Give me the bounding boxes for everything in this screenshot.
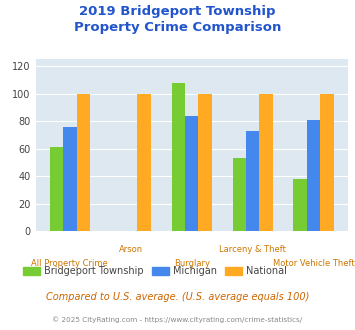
Bar: [137, 94, 151, 231]
Text: 2019 Bridgeport Township: 2019 Bridgeport Township: [79, 5, 276, 18]
Bar: [198, 94, 212, 231]
Bar: [294, 179, 307, 231]
Bar: [260, 94, 273, 231]
Legend: Bridgeport Township, Michigan, National: Bridgeport Township, Michigan, National: [19, 262, 291, 280]
Bar: [185, 116, 198, 231]
Text: Larceny & Theft: Larceny & Theft: [219, 245, 286, 254]
Bar: [77, 94, 90, 231]
Bar: [246, 131, 260, 231]
Text: Arson: Arson: [119, 245, 143, 254]
Text: Motor Vehicle Theft: Motor Vehicle Theft: [273, 259, 354, 268]
Bar: [307, 120, 320, 231]
Bar: [233, 158, 246, 231]
Bar: [171, 83, 185, 231]
Text: Compared to U.S. average. (U.S. average equals 100): Compared to U.S. average. (U.S. average …: [46, 292, 309, 302]
Text: All Property Crime: All Property Crime: [32, 259, 108, 268]
Text: Property Crime Comparison: Property Crime Comparison: [74, 21, 281, 34]
Text: Burglary: Burglary: [174, 259, 210, 268]
Bar: [50, 147, 63, 231]
Text: © 2025 CityRating.com - https://www.cityrating.com/crime-statistics/: © 2025 CityRating.com - https://www.city…: [53, 317, 302, 323]
Bar: [63, 127, 77, 231]
Bar: [320, 94, 334, 231]
